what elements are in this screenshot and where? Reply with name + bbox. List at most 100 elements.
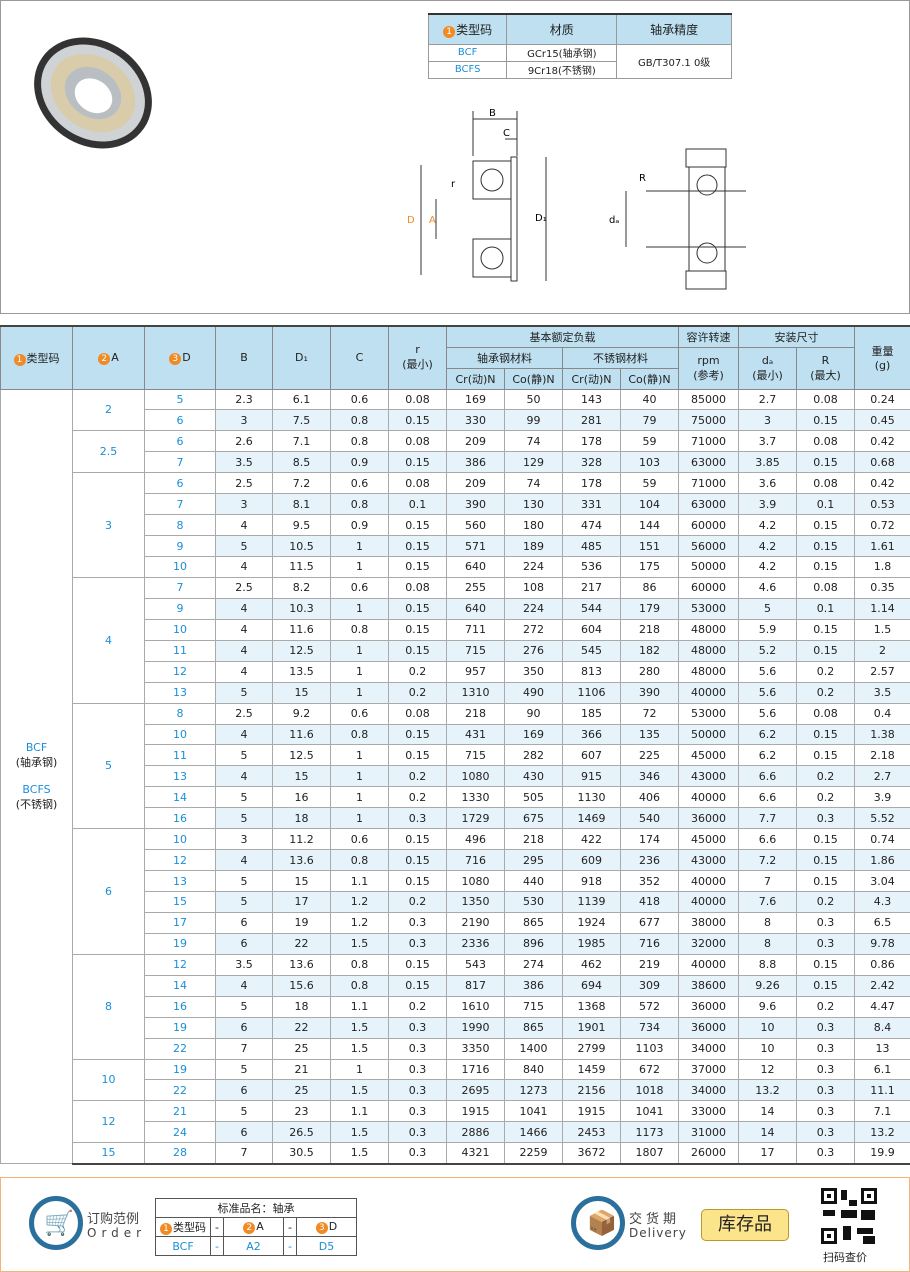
spec-cell: 1.86 [854, 849, 910, 872]
spec-cell: 1.5 [854, 618, 910, 641]
spec-cell: 0.6 [330, 828, 389, 851]
table-row: 3 6 2.5 7.2 0.6 0.08 209 74 178 59 71000 3.6 0.08 0.4… [1, 472, 910, 578]
a-value-cell: 2 [72, 388, 145, 432]
spec-cell: 2.57 [854, 660, 910, 683]
spec-cell: 0.3 [796, 911, 855, 934]
spec-cell: 40000 [678, 786, 739, 809]
spec-cell: 22 [272, 932, 331, 955]
spec-cell: 366 [562, 723, 621, 746]
spec-cell: 5 [738, 597, 797, 620]
spec-cell: 23 [272, 1100, 331, 1123]
spec-cell: 0.6 [330, 576, 389, 599]
spec-cell: 9.6 [738, 995, 797, 1018]
table-row: 10 4 11.6 0.8 0.15 431 169 366 135 50000 6.2 0.15 1.… [1, 723, 910, 746]
spec-cell: 1 [330, 639, 389, 662]
spec-cell: 0.8 [330, 953, 389, 976]
spec-cell: 108 [504, 576, 563, 599]
spec-cell: 0.2 [796, 681, 855, 704]
spec-cell: 2.5 [215, 576, 273, 599]
spec-cell: 63000 [678, 451, 739, 474]
spec-cell: 25 [272, 1037, 331, 1060]
spec-cell: 15.6 [272, 974, 331, 997]
spec-cell: 490 [504, 681, 563, 704]
spec-cell: 22 [272, 1016, 331, 1039]
spec-cell: 0.42 [854, 430, 910, 453]
d-value-cell: 21 [144, 1100, 216, 1123]
spec-cell: 505 [504, 786, 563, 809]
spec-cell: 1 [330, 765, 389, 788]
spec-cell: 9.78 [854, 932, 910, 955]
spec-cell: 0.08 [796, 388, 855, 411]
spec-cell: 135 [620, 723, 679, 746]
spec-cell: 10 [738, 1037, 797, 1060]
spec-cell: 144 [620, 514, 679, 537]
spec-cell: 5 [215, 535, 273, 557]
label-B: B [489, 108, 496, 119]
table-row: 12 21 5 23 1.1 0.3 1915 1041 1915 1041 33000 14 0.3 7… [1, 1100, 910, 1144]
spec-cell: 1330 [446, 786, 505, 809]
spec-cell: 0.2 [796, 660, 855, 683]
spec-cell: 7 [215, 1142, 273, 1165]
spec-cell: 0.3 [796, 1121, 855, 1144]
spec-cell: 530 [504, 891, 563, 913]
label-R: R [639, 173, 646, 184]
spec-cell: 675 [504, 807, 563, 830]
table-row: 6 3 7.5 0.8 0.15 330 99 281 79 75000 3 0.15 0.45 [1, 409, 910, 432]
spec-cell: 45000 [678, 828, 739, 851]
spec-cell: 40 [620, 388, 679, 411]
spec-cell: 2.5 [215, 472, 273, 495]
stock-badge: 库存品 [701, 1209, 789, 1241]
spec-cell: 15 [272, 765, 331, 788]
d-value-cell: 28 [144, 1142, 216, 1165]
spec-cell: 53000 [678, 597, 739, 620]
spec-cell: 0.3 [796, 1100, 855, 1123]
spec-cell: 1729 [446, 807, 505, 830]
spec-cell: 4 [215, 723, 273, 746]
spec-cell: 0.08 [796, 702, 855, 725]
spec-cell: 715 [446, 639, 505, 662]
spec-cell: 5.6 [738, 660, 797, 683]
spec-cell: 276 [504, 639, 563, 662]
a-value-cell: 2.5 [72, 430, 145, 474]
spec-cell: 352 [620, 870, 679, 892]
spec-cell: 5.6 [738, 681, 797, 704]
spec-cell: 1 [330, 535, 389, 557]
spec-cell: 0.15 [388, 849, 447, 872]
spec-cell: 12.5 [272, 744, 331, 767]
spec-cell: 0.2 [796, 765, 855, 788]
spec-cell: 38600 [678, 974, 739, 997]
spec-cell: 0.15 [388, 744, 447, 767]
qr-code[interactable] [819, 1186, 879, 1246]
spec-cell: 0.15 [796, 618, 855, 641]
spec-cell: 5.9 [738, 618, 797, 641]
spec-cell: 350 [504, 660, 563, 683]
spec-cell: 13.6 [272, 849, 331, 872]
spec-cell: 18 [272, 995, 331, 1018]
spec-cell: 86 [620, 576, 679, 599]
spec-cell: 0.3 [388, 1079, 447, 1102]
spec-cell: 896 [504, 932, 563, 955]
d-value-cell: 9 [144, 597, 216, 620]
spec-cell: 74 [504, 472, 563, 495]
spec-cell: 9.26 [738, 974, 797, 997]
spec-cell: 0.15 [388, 953, 447, 976]
spec-cell: 840 [504, 1058, 563, 1081]
spec-cell: 12.5 [272, 639, 331, 662]
spec-cell: 169 [504, 723, 563, 746]
spec-cell: 295 [504, 849, 563, 872]
table-row: 17 6 19 1.2 0.3 2190 865 1924 677 38000 8 0.3 6.5 [1, 911, 910, 934]
spec-cell: 0.2 [796, 786, 855, 809]
table-row: 10 19 5 21 1 0.3 1716 840 1459 672 37000 12 0.3 6.1 [1, 1058, 910, 1102]
spec-cell: 1041 [620, 1100, 679, 1123]
spec-cell: 0.3 [796, 1079, 855, 1102]
spec-cell: 1.38 [854, 723, 910, 746]
spec-cell: 604 [562, 618, 621, 641]
spec-cell: 50000 [678, 556, 739, 578]
spec-cell: 0.15 [796, 639, 855, 662]
spec-cell: 13.6 [272, 953, 331, 976]
spec-cell: 1469 [562, 807, 621, 830]
spec-cell: 716 [620, 932, 679, 955]
spec-cell: 13 [854, 1037, 910, 1060]
spec-cell: 813 [562, 660, 621, 683]
d-value-cell: 9 [144, 535, 216, 557]
